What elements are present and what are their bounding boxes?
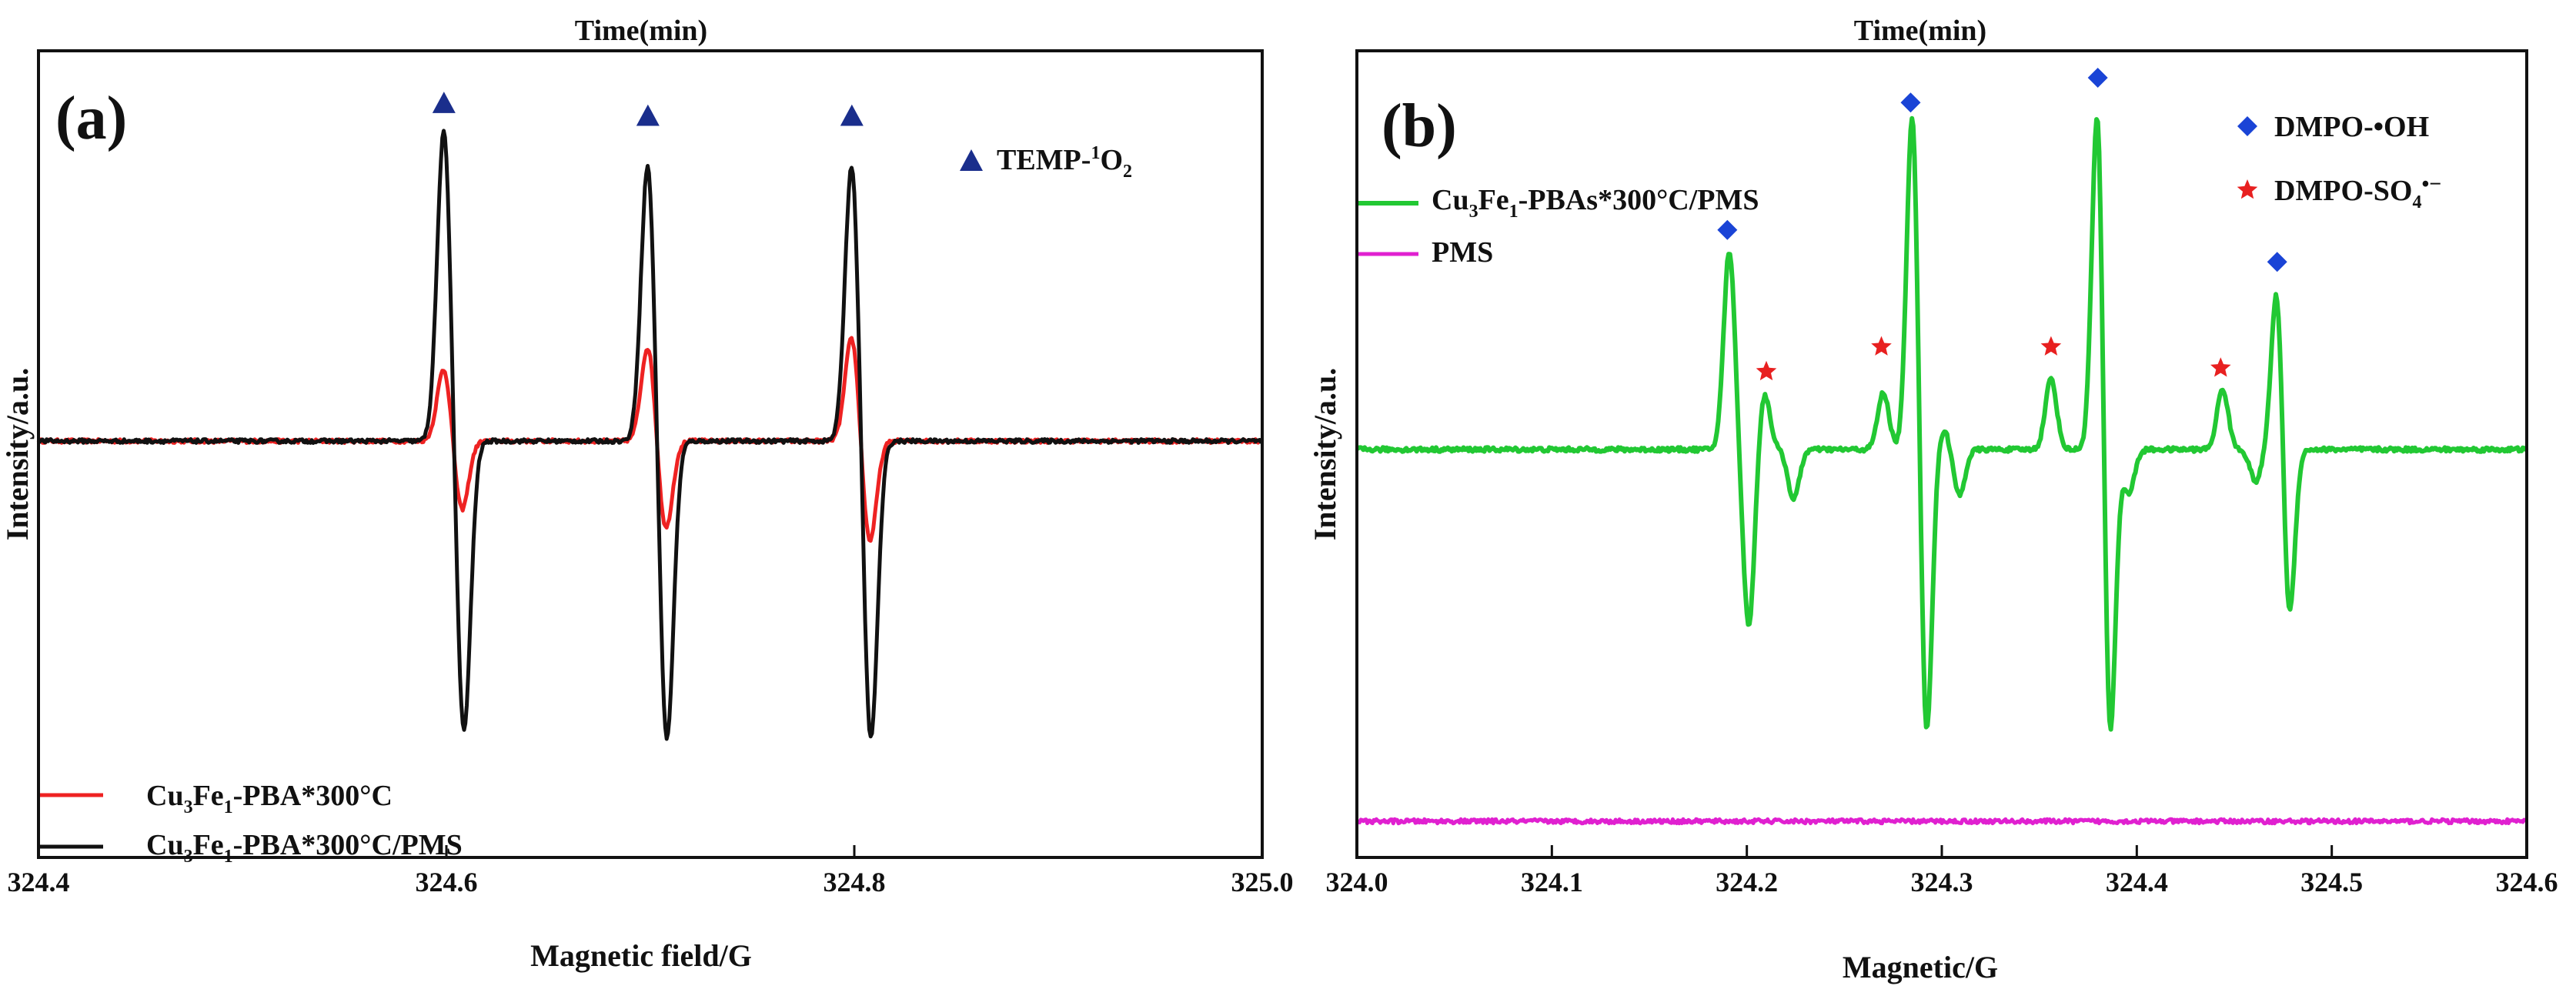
- diamond-marker: [1900, 92, 1921, 113]
- x-tick-label: 324.5: [2300, 867, 2363, 897]
- panel-b: Time(min) (b) 324.0 324.1 324.2 324.3 324.4 3…: [1308, 15, 2558, 984]
- x-tick-label: 324.6: [2496, 867, 2558, 897]
- panel-a-legend-label-series-1: Cu3Fe1-PBA*300°C: [146, 780, 393, 817]
- x-tick-label: 324.2: [1716, 867, 1778, 897]
- star-marker: [2210, 357, 2231, 377]
- triangle-marker: [840, 104, 864, 126]
- x-tick-label: 324.8: [824, 867, 886, 897]
- panel-a-marker-legend-label: TEMP-1O2: [997, 143, 1132, 182]
- star-marker: [1756, 360, 1777, 381]
- panel-b-marker-legend: DMPO-•OH DMPO-SO4•−: [2237, 111, 2441, 212]
- x-tick-label: 324.4: [2106, 867, 2168, 897]
- panel-b-ylabel: Intensity/a.u.: [1308, 368, 1342, 541]
- panel-a-line-legend: Cu3Fe1-PBA*300°C Cu3Fe1-PBA*300°C/PMS: [40, 780, 463, 867]
- panel-a-plot-frame: [37, 49, 1264, 859]
- panel-a-marker-legend: TEMP-1O2: [960, 143, 1132, 182]
- x-tick-label: 324.3: [1911, 867, 1973, 897]
- panel-a: Time(min) (a) 324.4 324.6 324.8 325.0 Inten…: [0, 15, 1294, 973]
- panel-b-marker-legend-label-oh: DMPO-•OH: [2274, 111, 2429, 143]
- panel-a-ylabel: Intensity/a.u.: [0, 368, 35, 541]
- x-tick-label: 324.6: [416, 867, 478, 897]
- series-line-2: [37, 129, 1265, 741]
- diamond-marker-icon: [2237, 116, 2257, 136]
- panel-b-x-ticks: 324.0 324.1 324.2 324.3 324.4 324.5 324.6: [1326, 845, 2558, 897]
- panel-b-xlabel: Magnetic/G: [1843, 950, 1998, 984]
- panel-b-label: (b): [1382, 92, 1457, 160]
- panel-b-legend-label-series-2: PMS: [1432, 236, 1493, 269]
- diamond-marker: [2267, 252, 2287, 272]
- x-tick-label: 324.1: [1521, 867, 1583, 897]
- series-line-2: [1355, 817, 2528, 826]
- x-tick-label: 324.0: [1326, 867, 1388, 897]
- panel-b-series-layer: [1355, 115, 2529, 826]
- panel-a-marker-layer: [432, 92, 864, 126]
- star-marker: [2040, 336, 2062, 356]
- x-tick-label: 325.0: [1231, 867, 1294, 897]
- panel-a-legend-label-series-2: Cu3Fe1-PBA*300°C/PMS: [146, 829, 463, 867]
- panel-a-series-layer: [36, 129, 1265, 741]
- x-tick-label: 324.4: [8, 867, 70, 897]
- diamond-marker: [2087, 68, 2108, 88]
- diamond-marker: [1717, 219, 1738, 240]
- star-marker: [1871, 336, 1892, 356]
- panel-b-line-legend: Cu3Fe1-PBAs*300°C/PMS PMS: [1358, 184, 1759, 269]
- panel-b-marker-legend-label-so4: DMPO-SO4•−: [2274, 172, 2441, 212]
- series-line-1: [1355, 115, 2529, 732]
- panel-b-plot-frame: [1355, 49, 2528, 859]
- triangle-marker-icon: [960, 149, 983, 171]
- triangle-marker: [432, 92, 456, 113]
- panel-a-xlabel: Magnetic field/G: [530, 938, 752, 973]
- panel-b-top-label: Time(min): [1854, 15, 1986, 47]
- panel-a-top-label: Time(min): [575, 15, 707, 47]
- panel-b-legend-label-series-1: Cu3Fe1-PBAs*300°C/PMS: [1432, 184, 1759, 222]
- panel-a-label: (a): [55, 85, 127, 152]
- panel-a-x-ticks: 324.4 324.6 324.8 325.0: [8, 845, 1294, 897]
- panel-b-marker-layer: [1717, 68, 2287, 381]
- triangle-marker: [636, 104, 660, 126]
- star-marker-icon: [2237, 179, 2258, 199]
